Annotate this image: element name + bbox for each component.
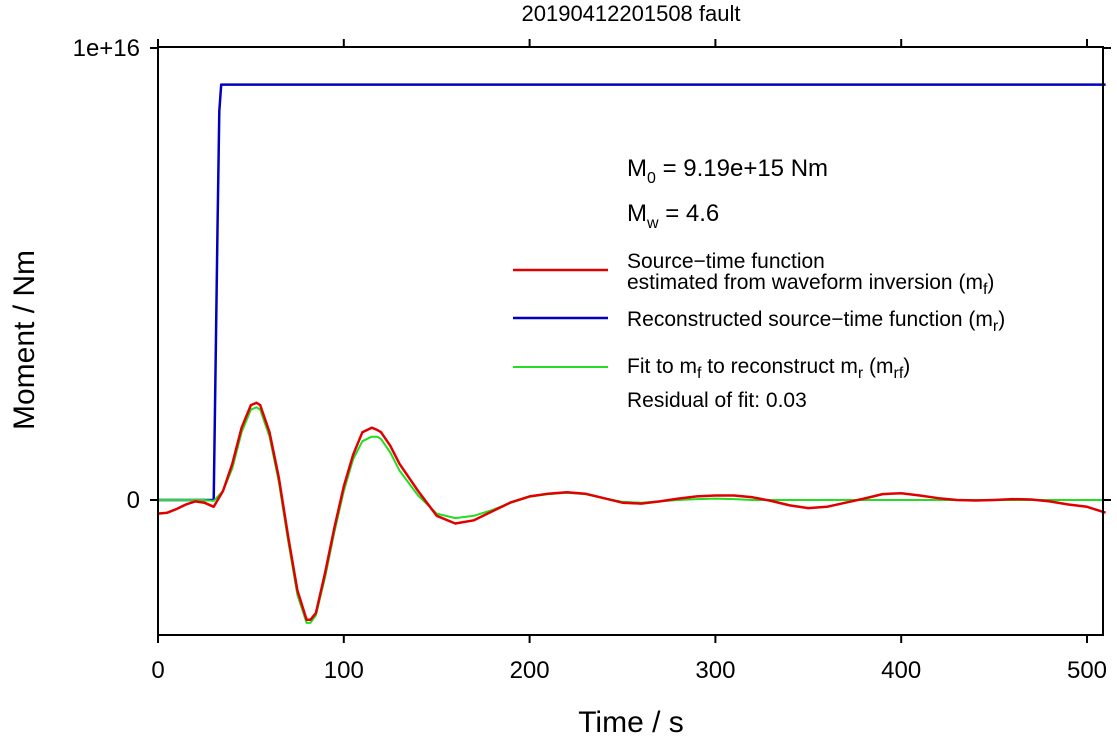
mrf-p3: (m [863,355,893,378]
mrf-p2: to reconstruct m [701,355,857,378]
mr-post: ) [998,308,1005,331]
legend-label-mr: Reconstructed source−time function (mr) [627,308,1005,335]
m0-main: M [627,155,647,182]
residual-annotation: Residual of fit: 0.03 [627,389,807,412]
x-tick-label: 400 [881,657,921,684]
series-layer [157,83,1106,624]
x-tick-label: 500 [1067,657,1107,684]
mf-line2-pre: estimated from waveform inversion (m [627,271,983,294]
y-tick-label: 0 [127,487,140,514]
mf-line2-sub: f [983,281,988,298]
x-tick-label: 100 [324,657,364,684]
mrf-p1: Fit to m [627,355,697,378]
y-tick-label: 1e+16 [73,35,140,62]
legend: Source−time function estimated from wave… [513,250,1005,412]
x-tick-label: 200 [510,657,550,684]
m0-annotation: M0 = 9.19e+15 Nm [627,155,828,187]
mw-annotation: Mw = 4.6 [627,200,719,232]
mrf-s3: rf [894,365,904,382]
chart-title: 20190412201508 fault [522,1,741,26]
legend-label-mrf: Fit to mf to reconstruct mr (mrf) [627,355,910,382]
legend-label-mf-line1: Source−time function [627,250,825,273]
plot-frame [157,46,1104,636]
mr-pre: Reconstructed source−time function (m [627,308,993,331]
mrf-s2: r [858,365,864,382]
legend-label-mf-line2: estimated from waveform inversion (mf) [627,271,994,298]
mrf-p4: ) [903,355,910,378]
mr-sub: r [993,318,999,335]
series-line-mf [157,401,1106,622]
tick-layer: 0 100 200 300 400 500 0 1e+16 [73,35,1111,684]
mw-rest: = 4.6 [659,200,720,227]
mw-sub: w [646,215,659,232]
x-tick-label: 0 [151,657,164,684]
series-line-mrf [158,406,1106,624]
m0-sub: 0 [647,170,656,187]
mw-main: M [627,200,647,227]
x-axis-title: Time / s [578,706,684,736]
m0-rest: = 9.19e+15 Nm [656,155,828,182]
series-line-mr [158,83,1106,502]
y-axis-title: Moment / Nm [8,250,41,430]
mf-line2-post: ) [987,271,994,294]
mrf-s1: f [697,365,702,382]
x-tick-label: 300 [695,657,735,684]
